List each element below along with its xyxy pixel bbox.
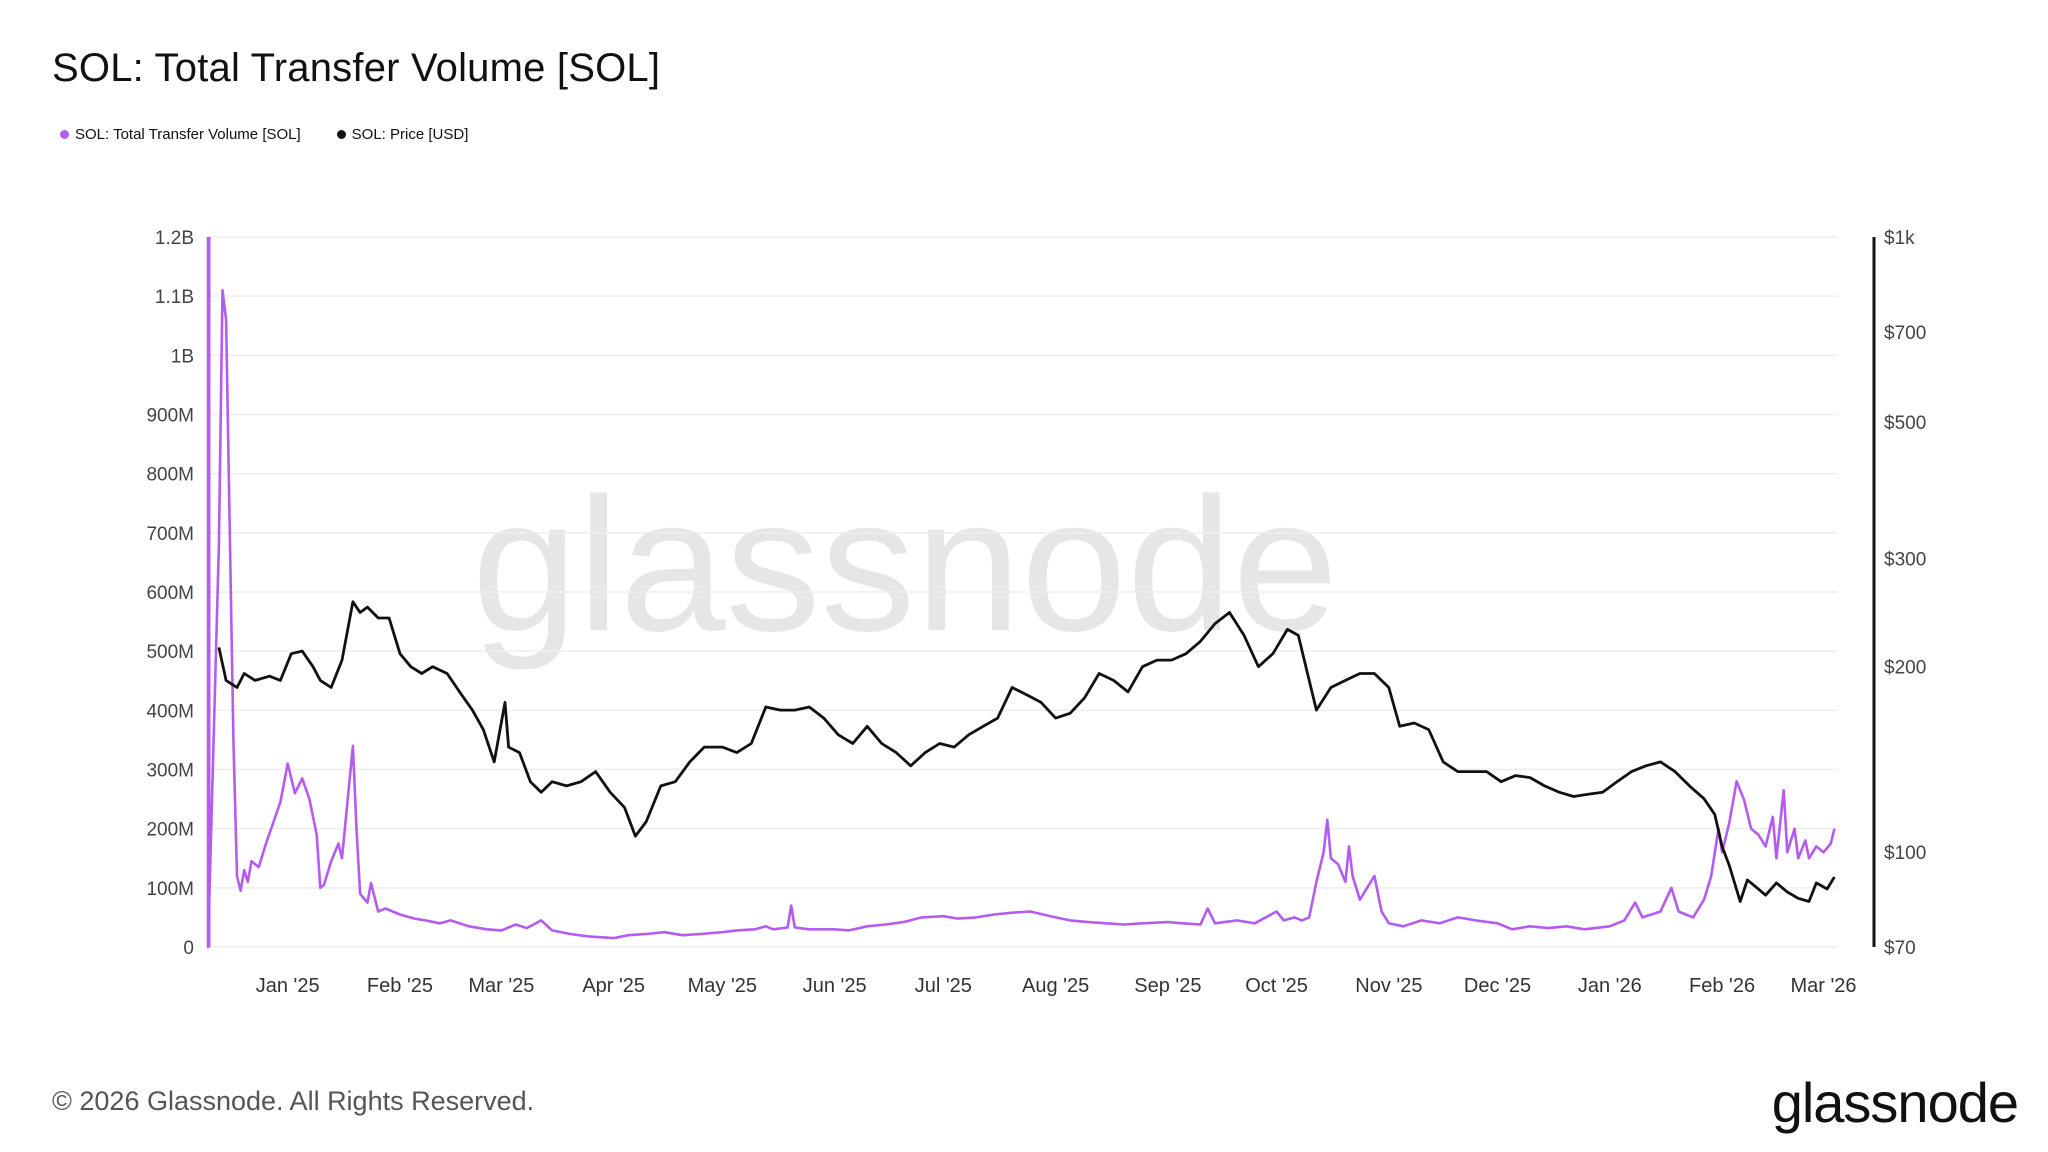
series-line-volume <box>206 237 1836 949</box>
left-axis-tick-label: 900M <box>146 406 194 427</box>
watermark: glassnode <box>472 459 1338 671</box>
right-axis-tick-label: $1k <box>1884 228 1915 249</box>
left-axis-tick-label: 600M <box>146 583 194 604</box>
chart-title: SOL: Total Transfer Volume [SOL] <box>52 46 661 90</box>
x-axis-tick-label: Sep '25 <box>1134 975 1201 997</box>
x-axis-tick-label: Jul '25 <box>915 975 972 997</box>
x-axis-tick-label: Mar '25 <box>468 975 534 997</box>
legend-label-volume: SOL: Total Transfer Volume [SOL] <box>75 126 301 143</box>
legend-item-price[interactable]: SOL: Price [USD] <box>336 126 469 143</box>
x-axis-tick-label: Feb '26 <box>1689 975 1755 997</box>
right-axis-tick-label: $100 <box>1884 843 1926 864</box>
left-axis-tick-label: 1.2B <box>155 228 194 249</box>
x-axis-tick-label: Jan '26 <box>1578 975 1642 997</box>
right-axis-tick-label: $300 <box>1884 549 1926 570</box>
left-axis-tick-label: 0 <box>183 938 194 959</box>
legend-label-price: SOL: Price [USD] <box>351 126 469 143</box>
brand-logo: glassnode <box>1771 1071 2019 1134</box>
left-axis-tick-label: 800M <box>146 465 194 486</box>
legend-dot-price <box>336 130 346 139</box>
left-axis-tick-label: 500M <box>146 642 194 663</box>
right-axis-tick-label: $700 <box>1884 323 1926 344</box>
series-line-price <box>217 600 1836 903</box>
legend-item-volume[interactable]: SOL: Total Transfer Volume [SOL] <box>60 126 301 143</box>
left-axis-tick-label: 100M <box>146 879 194 900</box>
right-axis-tick-label: $500 <box>1884 413 1926 434</box>
left-axis-tick-label: 200M <box>146 820 194 841</box>
left-axis-tick-label: 300M <box>146 761 194 782</box>
x-axis-tick-label: Feb '25 <box>367 975 433 997</box>
left-axis-tick-label: 1B <box>171 346 194 367</box>
x-axis-tick-label: Apr '25 <box>582 975 645 997</box>
left-axis-tick-label: 1.1B <box>155 287 194 308</box>
x-axis-tick-label: Aug '25 <box>1022 975 1089 997</box>
x-axis-tick-label: Oct '25 <box>1245 975 1308 997</box>
x-axis-tick-label: May '25 <box>688 975 757 997</box>
x-axis-tick-label: Nov '25 <box>1355 975 1422 997</box>
x-axis-tick-label: Mar '26 <box>1790 975 1856 997</box>
right-axis-tick-label: $200 <box>1884 658 1926 679</box>
right-axis-tick-label: $70 <box>1884 938 1916 959</box>
legend-dot-volume <box>60 130 69 139</box>
left-axis-tick-label: 700M <box>146 524 194 545</box>
x-axis-tick-label: Dec '25 <box>1464 975 1531 997</box>
legend: SOL: Total Transfer Volume [SOL] SOL: Pr… <box>60 126 468 143</box>
x-axis-tick-label: Jun '25 <box>803 975 867 997</box>
x-axis-tick-label: Jan '25 <box>256 975 320 997</box>
copyright-footer: © 2026 Glassnode. All Rights Reserved. <box>52 1086 535 1116</box>
left-axis-tick-label: 400M <box>146 701 194 722</box>
